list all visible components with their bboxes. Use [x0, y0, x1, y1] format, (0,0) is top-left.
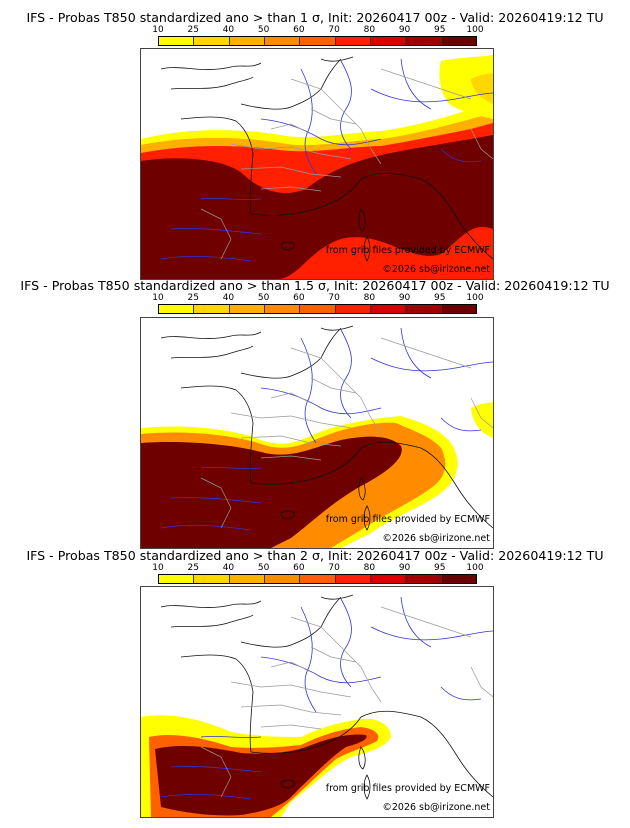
colorbar-ticks: 10 25 40 50 60 70 80 90 95 100 — [148, 563, 488, 574]
colorbar-tick-label: 95 — [434, 563, 446, 573]
colorbar-swatch — [159, 37, 195, 45]
colorbar-tick-label: 50 — [257, 563, 270, 573]
colorbar — [158, 36, 477, 46]
colorbar-tick-label: 90 — [398, 563, 411, 573]
probability-map[interactable]: from grib files provided by ECMWF ©2026 … — [140, 48, 494, 280]
colorbar-swatch — [406, 575, 442, 583]
colorbar-ticks: 10 25 40 50 60 70 80 90 95 100 — [148, 25, 488, 36]
probability-contour — [439, 55, 493, 119]
border — [200, 606, 493, 798]
river — [160, 596, 493, 800]
credit-source: from grib files provided by ECMWF — [325, 514, 490, 525]
colorbar-swatch — [159, 575, 195, 583]
panel-title: IFS - Probas T850 standardized ano > tha… — [26, 548, 604, 563]
colorbar-tick-label: 100 — [466, 563, 484, 573]
map-canvas — [141, 55, 493, 279]
colorbar-swatch — [229, 37, 265, 45]
colorbar-tick-label: 100 — [466, 25, 484, 35]
river — [160, 327, 493, 531]
colorbar-tick-label: 50 — [257, 293, 270, 303]
colorbar-tick-label: 40 — [222, 25, 235, 35]
colorbar-tick-label: 80 — [363, 25, 376, 35]
colorbar-tick-label: 90 — [398, 25, 411, 35]
colorbar-ticks: 10 25 40 50 60 70 80 90 95 100 — [148, 293, 488, 304]
colorbar-tick-label: 40 — [222, 293, 235, 303]
probability-contour — [155, 734, 367, 816]
colorbar-tick-label: 90 — [398, 293, 411, 303]
probability-contour — [471, 73, 493, 104]
colorbar-tick-label: 10 — [152, 293, 164, 303]
colorbar-swatch — [370, 37, 407, 45]
panel-title: IFS - Probas T850 standardized ano > tha… — [26, 10, 604, 25]
colorbar-tick-label: 10 — [152, 25, 164, 35]
colorbar-tick-label: 70 — [328, 293, 340, 303]
colorbar-tick-label: 80 — [363, 293, 376, 303]
colorbar-swatch — [229, 575, 265, 583]
colorbar-swatch — [159, 305, 195, 313]
coastline — [160, 594, 493, 798]
border — [200, 337, 493, 529]
credit-copyright: ©2026 sb@irizone.net — [382, 533, 490, 544]
colorbar-tick-label: 50 — [257, 25, 270, 35]
island-outline — [280, 746, 371, 800]
colorbar-tick-label: 70 — [328, 563, 340, 573]
colorbar-swatch — [370, 305, 407, 313]
colorbar-swatch — [335, 37, 371, 45]
colorbar-swatch — [300, 575, 336, 583]
colorbar-tick-label: 95 — [434, 25, 446, 35]
island-outline — [280, 208, 371, 262]
colorbar-tick-label: 25 — [187, 563, 199, 573]
colorbar-swatch — [441, 575, 476, 583]
colorbar-tick-label: 25 — [187, 293, 199, 303]
colorbar-tick-label: 25 — [187, 25, 199, 35]
colorbar — [158, 574, 477, 584]
coastline — [160, 325, 493, 529]
colorbar-tick-label: 60 — [293, 293, 305, 303]
colorbar-tick-label: 70 — [328, 25, 340, 35]
border — [200, 68, 493, 260]
colorbar-swatch — [441, 305, 476, 313]
colorbar-swatch — [441, 37, 476, 45]
colorbar-swatch — [406, 37, 442, 45]
colorbar-tick-label: 40 — [222, 563, 235, 573]
colorbar-swatch — [229, 305, 265, 313]
colorbar-tick-label: 80 — [363, 563, 376, 573]
colorbar-swatch — [264, 575, 301, 583]
colorbar — [158, 304, 477, 314]
colorbar-swatch — [335, 575, 371, 583]
colorbar-swatch — [194, 37, 230, 45]
colorbar-tick-label: 10 — [152, 563, 164, 573]
colorbar-swatch — [335, 305, 371, 313]
map-canvas — [141, 594, 493, 817]
colorbar-swatch — [300, 37, 336, 45]
probability-contour — [471, 402, 493, 438]
colorbar-swatch — [194, 575, 230, 583]
colorbar-tick-label: 95 — [434, 293, 446, 303]
probability-map[interactable]: from grib files provided by ECMWF ©2026 … — [140, 317, 494, 549]
colorbar-tick-label: 60 — [293, 563, 305, 573]
credit-copyright: ©2026 sb@irizone.net — [382, 802, 490, 813]
island-outline — [280, 477, 371, 531]
coastline — [160, 56, 493, 260]
map-canvas — [141, 325, 493, 548]
colorbar-swatch — [264, 37, 301, 45]
river — [160, 58, 493, 262]
colorbar-swatch — [264, 305, 301, 313]
colorbar-tick-label: 60 — [293, 25, 305, 35]
colorbar-swatch — [370, 575, 407, 583]
panel-title: IFS - Probas T850 standardized ano > tha… — [20, 278, 610, 293]
probability-contour — [141, 436, 402, 548]
credit-source: from grib files provided by ECMWF — [325, 245, 490, 256]
credit-copyright: ©2026 sb@irizone.net — [382, 264, 490, 275]
credit-source: from grib files provided by ECMWF — [325, 783, 490, 794]
colorbar-swatch — [406, 305, 442, 313]
colorbar-swatch — [300, 305, 336, 313]
colorbar-tick-label: 100 — [466, 293, 484, 303]
colorbar-swatch — [194, 305, 230, 313]
probability-map[interactable]: from grib files provided by ECMWF ©2026 … — [140, 586, 494, 818]
